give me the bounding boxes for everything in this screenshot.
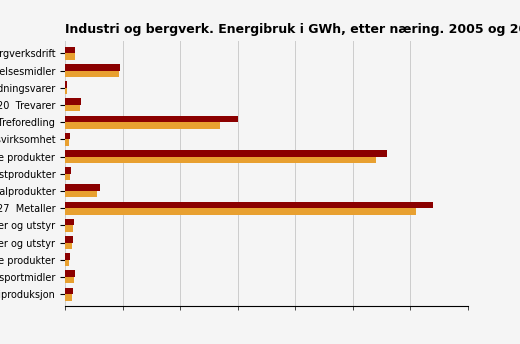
- Bar: [65, 139, 69, 146]
- Bar: [65, 288, 73, 294]
- Bar: [65, 122, 220, 129]
- Bar: [65, 277, 74, 283]
- Text: Industri og bergverk. Energibruk i GWh, etter næring. 2005 og 2006: Industri og bergverk. Energibruk i GWh, …: [65, 23, 520, 36]
- Bar: [65, 270, 75, 277]
- Bar: [65, 71, 119, 77]
- Bar: [65, 184, 99, 191]
- Bar: [65, 98, 81, 105]
- Bar: [65, 219, 74, 225]
- Bar: [65, 105, 80, 111]
- Bar: [65, 167, 71, 174]
- Bar: [65, 53, 75, 60]
- Bar: [65, 174, 70, 180]
- Bar: [65, 47, 75, 53]
- Bar: [65, 243, 72, 249]
- Bar: [65, 260, 69, 266]
- Bar: [65, 81, 67, 88]
- Bar: [65, 225, 73, 232]
- Bar: [65, 202, 434, 208]
- Bar: [65, 208, 416, 215]
- Bar: [65, 64, 120, 71]
- Bar: [65, 191, 97, 197]
- Bar: [65, 116, 238, 122]
- Bar: [65, 253, 70, 260]
- Bar: [65, 88, 67, 94]
- Bar: [65, 294, 72, 301]
- Bar: [65, 133, 70, 139]
- Bar: [65, 236, 73, 243]
- Bar: [65, 157, 376, 163]
- Bar: [65, 150, 387, 157]
